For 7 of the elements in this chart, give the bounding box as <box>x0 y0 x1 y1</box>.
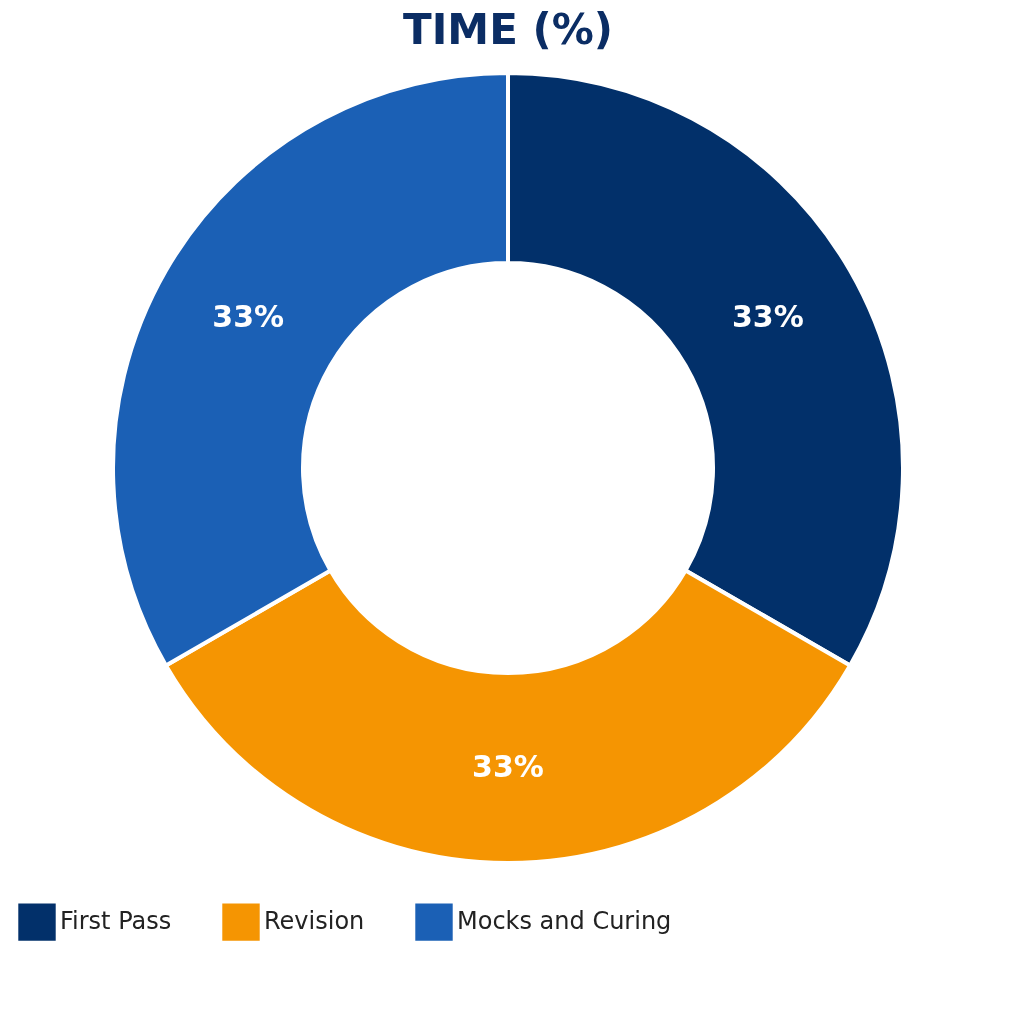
data-label: 33% <box>731 299 804 334</box>
legend-label: First Pass <box>60 907 172 936</box>
chart-title: TIME (%) <box>403 5 613 54</box>
legend-label: Revision <box>264 907 365 936</box>
legend-label: Mocks and Curing <box>457 907 672 936</box>
data-label: 33% <box>472 749 544 784</box>
data-label: 33% <box>212 299 285 334</box>
